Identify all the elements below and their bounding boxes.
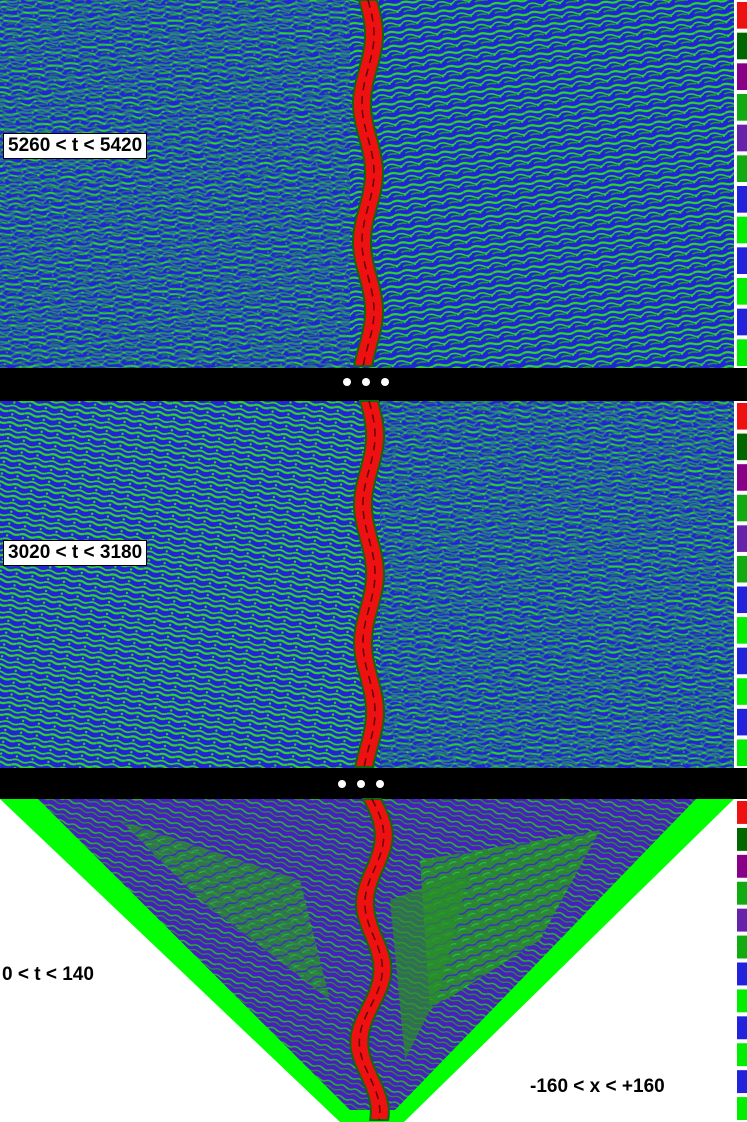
defect-core-0: [361, 0, 375, 367]
color-key-swatch: [737, 881, 747, 905]
separator-top: [0, 368, 747, 401]
color-key-background-0: [734, 0, 747, 368]
color-key-swatch: [737, 63, 747, 90]
color-key-swatch: [737, 247, 747, 274]
color-key-swatch: [737, 433, 747, 461]
color-key-swatch: [737, 1016, 747, 1040]
color-key-swatch: [737, 494, 747, 522]
color-key-swatch: [737, 827, 747, 851]
central-defect-line: [349, 0, 394, 1121]
color-key-swatch: [737, 962, 747, 986]
color-key-swatch: [737, 989, 747, 1013]
defect-band-0: [352, 0, 384, 367]
color-key-swatch: [737, 216, 747, 244]
color-key-swatch: [737, 647, 747, 675]
color-key-swatch: [737, 2, 747, 29]
color-key-swatch: [737, 94, 747, 121]
color-key-swatch: [737, 155, 747, 182]
color-key-swatch: [737, 935, 747, 959]
color-key-swatch: [737, 124, 747, 152]
defect-core-1: [362, 400, 376, 768]
color-key-swatch: [737, 278, 747, 305]
color-key-swatch: [737, 801, 747, 824]
color-key-swatch: [737, 339, 747, 366]
color-key-swatch: [737, 854, 747, 878]
defect-band-2: [349, 798, 394, 1121]
panel-bottom-time-label: 0 < t < 140: [2, 964, 94, 985]
color-key-swatch: [737, 1070, 747, 1094]
color-key-strips: [734, 0, 747, 1122]
panel-top-time-label: 5260 < t < 5420: [3, 133, 148, 159]
color-key-swatch: [737, 739, 747, 766]
color-key-swatch: [737, 308, 747, 336]
color-key-swatch: [737, 908, 747, 932]
color-key-swatch: [737, 403, 747, 430]
color-key-background-1: [734, 401, 747, 768]
color-key-swatch: [737, 555, 747, 583]
color-key-background-2: [734, 799, 747, 1122]
color-key-swatch: [737, 708, 747, 736]
x-range-label: -160 < x < +160: [530, 1076, 665, 1097]
panel-middle-time-label: 3020 < t < 3180: [3, 540, 148, 566]
color-key-swatch: [737, 32, 747, 60]
defect-band-1: [353, 400, 385, 768]
color-key-swatch: [737, 464, 747, 491]
separator-bottom: [0, 768, 747, 799]
color-key-swatch: [737, 586, 747, 614]
color-key-swatch: [737, 1043, 747, 1067]
color-key-swatch: [737, 1097, 747, 1120]
color-key-swatch: [737, 186, 747, 213]
color-key-swatch: [737, 617, 747, 644]
color-key-swatch: [737, 525, 747, 552]
defect-core-2: [358, 798, 385, 1121]
color-key-swatch: [737, 678, 747, 705]
